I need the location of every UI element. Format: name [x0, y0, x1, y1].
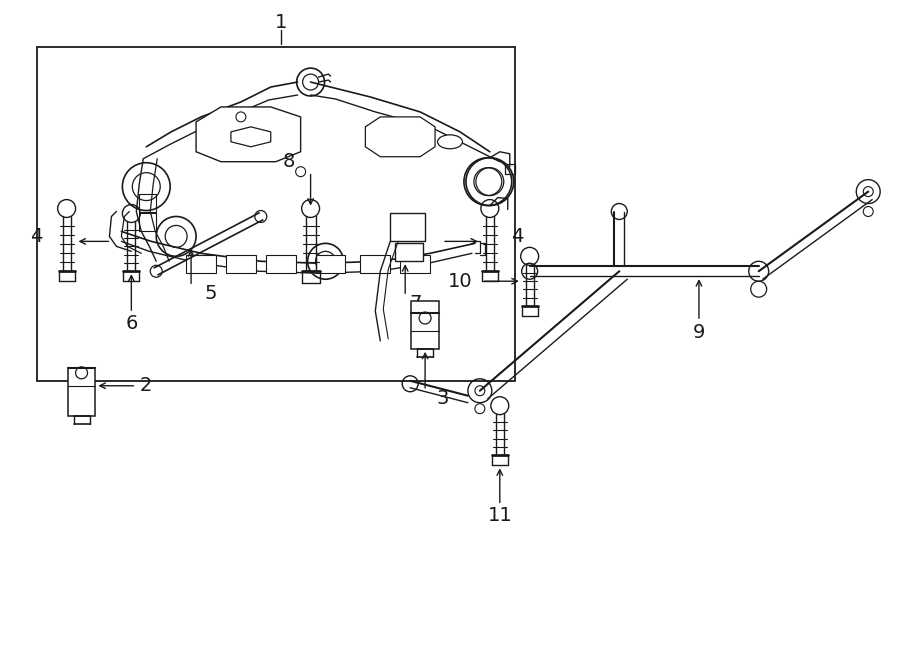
Text: 4: 4 — [511, 227, 524, 246]
Bar — [316, 255, 346, 273]
Polygon shape — [196, 107, 301, 162]
Bar — [395, 243, 423, 261]
Ellipse shape — [437, 135, 463, 149]
Text: 7: 7 — [409, 293, 421, 313]
Polygon shape — [231, 127, 271, 147]
Bar — [360, 255, 391, 273]
Bar — [37, 47, 515, 381]
Text: 8: 8 — [283, 152, 295, 171]
Text: 9: 9 — [693, 323, 705, 342]
Polygon shape — [365, 117, 435, 157]
Bar — [266, 255, 296, 273]
Bar — [391, 214, 425, 241]
Text: 1: 1 — [274, 13, 287, 32]
Bar — [68, 368, 95, 416]
Bar — [400, 255, 430, 273]
Text: 4: 4 — [31, 227, 43, 246]
Bar — [226, 255, 256, 273]
Text: 5: 5 — [205, 284, 217, 303]
Text: 6: 6 — [125, 313, 138, 332]
Bar — [186, 255, 216, 273]
Text: 11: 11 — [488, 506, 512, 525]
Bar — [411, 301, 439, 349]
Text: 10: 10 — [447, 272, 473, 291]
Text: 2: 2 — [140, 376, 152, 395]
Text: 3: 3 — [436, 389, 449, 408]
